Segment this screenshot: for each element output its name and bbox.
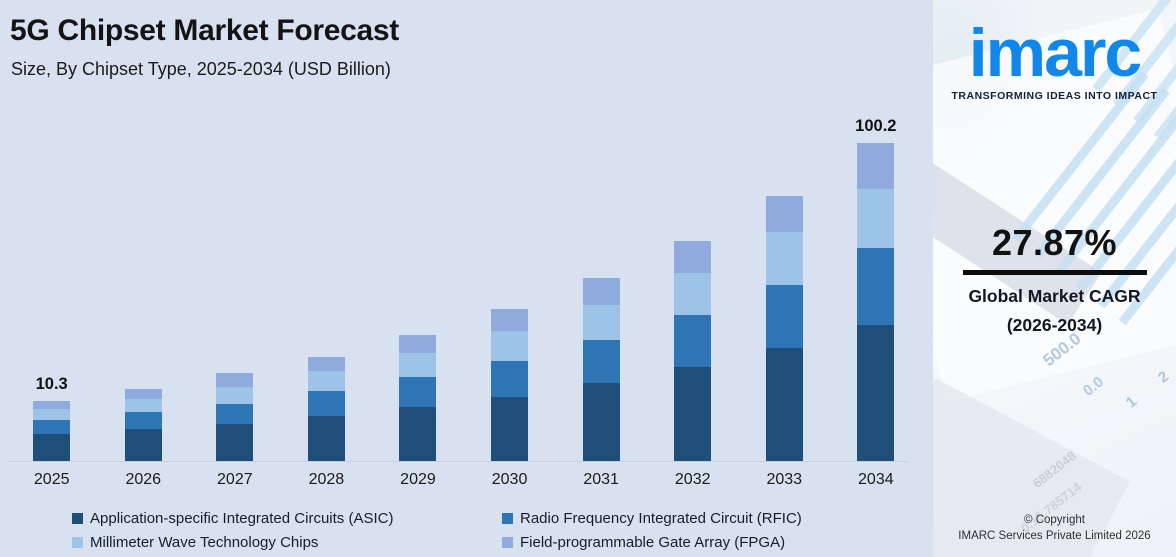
legend-label: Field-programmable Gate Array (FPGA) (520, 533, 786, 551)
bar-segment (307, 416, 345, 461)
bar-segment (399, 335, 437, 353)
x-axis-tick-label: 2031 (583, 471, 619, 488)
x-axis-tick-label: 2027 (217, 471, 253, 488)
bar-value-label: 100.2 (855, 117, 897, 135)
bar-segment (216, 424, 254, 461)
bar-2033 (765, 196, 803, 461)
legend-label: Radio Frequency Integrated Circuit (RFIC… (520, 509, 802, 527)
bar-segment (33, 401, 71, 409)
copyright-line2: IMARC Services Private Limited 2026 (958, 530, 1151, 542)
bar-segment (216, 373, 254, 387)
brand-panel: 500.00.01 2 3 468820480.15.785714 imarc … (933, 0, 1176, 557)
x-axis-tick-label: 2032 (674, 471, 711, 488)
legend-item: Application-specific Integrated Circuits… (72, 509, 394, 527)
cagr-value: 27.87% (991, 222, 1118, 263)
bar-segment (857, 189, 895, 248)
bar-segment (124, 412, 162, 429)
cagr-block: 27.87% Global Market CAGR (2026-2034) (933, 222, 1176, 336)
bar-segment (307, 391, 345, 416)
x-axis-line (8, 461, 908, 462)
bar-segment (582, 383, 620, 461)
bar-segment (857, 325, 895, 461)
bar-2025 (33, 401, 71, 461)
bar-segment (124, 429, 162, 461)
x-axis-tick-label: 2030 (491, 471, 528, 488)
bar-segment (582, 340, 620, 383)
imarc-logo-tagline: TRANSFORMING IDEAS INTO IMPACT (951, 90, 1158, 102)
bar-segment (674, 367, 712, 461)
chart-title: 5G Chipset Market Forecast (10, 14, 399, 47)
legend-swatch (502, 512, 513, 524)
stacked-bar-chart: 2025 10.3 2026 2027 2028 2029 2030 2031 2032 2033… (8, 117, 908, 488)
bar-segment (765, 348, 803, 461)
bar-segment (124, 399, 162, 412)
bar-segment (765, 285, 803, 348)
bar-2031 (582, 278, 620, 461)
bar-segment (857, 248, 895, 325)
bar-segment (307, 357, 345, 371)
chart-subtitle: Size, By Chipset Type, 2025-2034 (USD Bi… (11, 59, 391, 79)
bar-segment (399, 407, 437, 461)
legend-label: Application-specific Integrated Circuits… (90, 509, 394, 527)
bar-2026 (124, 389, 162, 461)
x-axis-tick-label: 2033 (766, 471, 803, 488)
x-axis-tick-label: 2028 (308, 471, 345, 488)
bar-segment (124, 389, 162, 399)
bar-segment (33, 434, 71, 461)
copyright-line1: © Copyright (1024, 514, 1085, 526)
legend-item: Radio Frequency Integrated Circuit (RFIC… (502, 509, 802, 527)
cagr-label-line2: (2026-2034) (1006, 315, 1103, 335)
bar-2032 (674, 241, 712, 461)
x-axis-tick-label: 2025 (33, 471, 70, 488)
bar-segment (399, 353, 437, 377)
bar-2027 (216, 373, 254, 461)
chart-panel: 5G Chipset Market Forecast Size, By Chip… (8, 14, 908, 551)
copyright: © Copyright IMARC Services Private Limit… (933, 512, 1176, 544)
legend-swatch (72, 536, 83, 548)
legend-swatch (502, 536, 513, 548)
legend-item: Millimeter Wave Technology Chips (72, 533, 319, 551)
bar-segment (33, 420, 71, 434)
x-axis-tick-label: 2026 (125, 471, 162, 488)
bar-segment (674, 241, 712, 273)
bar-segment (491, 397, 529, 461)
cagr-underline (962, 270, 1147, 275)
imarc-logo-wordmark: imarc (968, 15, 1142, 91)
bar-segment (765, 196, 803, 232)
x-axis-tick-label: 2034 (858, 471, 894, 488)
bar-segment (33, 409, 71, 420)
bar-segment (307, 371, 345, 391)
bar-segment (582, 278, 620, 305)
legend-item: Field-programmable Gate Array (FPGA) (502, 533, 786, 551)
bar-segment (491, 309, 529, 331)
legend-label: Millimeter Wave Technology Chips (90, 533, 319, 551)
bar-2028 (307, 357, 345, 461)
legend-swatch (72, 512, 83, 524)
bar-2030 (491, 309, 529, 461)
bar-segment (674, 315, 712, 367)
watermark-number: 0.0 (1079, 373, 1107, 400)
bar-segment (674, 273, 712, 315)
bar-segment (216, 404, 254, 424)
bar-segment (216, 387, 254, 404)
bar-segment (582, 305, 620, 340)
bar-segment (857, 143, 895, 189)
bar-segment (491, 331, 529, 361)
bar-value-label: 10.3 (35, 375, 68, 393)
bar-segment (399, 377, 437, 407)
imarc-logo: imarc TRANSFORMING IDEAS INTO IMPACT (933, 18, 1176, 102)
x-axis-tick-label: 2029 (400, 471, 436, 488)
bar-segment (765, 232, 803, 285)
bar-segment (491, 361, 529, 397)
bar-2034 (857, 143, 895, 461)
cagr-label-line1: Global Market CAGR (968, 286, 1141, 306)
bar-2029 (399, 335, 437, 461)
